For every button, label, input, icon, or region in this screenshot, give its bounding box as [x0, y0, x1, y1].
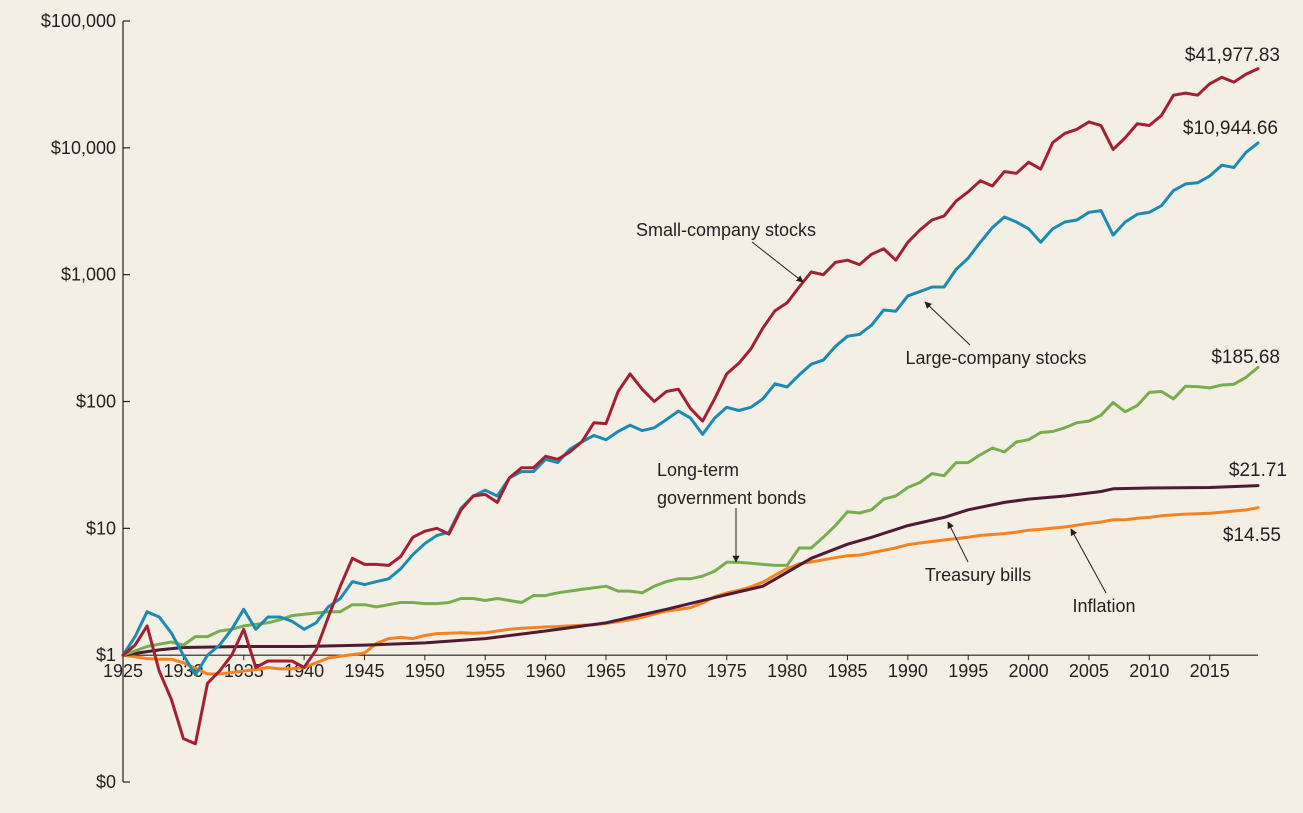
- y-tick-label: $100,000: [41, 11, 116, 31]
- y-tick-label: $1,000: [61, 265, 116, 285]
- leader-arrow-small: [751, 241, 804, 283]
- series-line-small: [121, 67, 1260, 746]
- x-tick-label: 1940: [284, 661, 324, 681]
- x-tick-label: 1970: [646, 661, 686, 681]
- end-value-label-bonds: $185.68: [1211, 347, 1280, 368]
- end-value-label-inflation: $14.55: [1223, 525, 1281, 546]
- series-line-large: [121, 141, 1260, 677]
- y-tick-label: $100: [76, 392, 116, 412]
- x-tick-label: 1980: [767, 661, 807, 681]
- label-layer: Small-company stocks $41,977.83 Large-comp…: [636, 45, 1287, 616]
- series-name-label-large: Large-company stocks: [905, 348, 1086, 368]
- series-layer: [121, 67, 1260, 746]
- x-tick-label: 2015: [1190, 661, 1230, 681]
- y-tick-label: $10,000: [51, 138, 116, 158]
- x-tick-label: 1975: [707, 661, 747, 681]
- x-tick-label: 1960: [526, 661, 566, 681]
- series-name-label-bonds: government bonds: [657, 488, 806, 508]
- leader-arrow-inflation: [1070, 528, 1107, 594]
- leader-arrow-tbills: [947, 521, 969, 563]
- end-value-label-small: $41,977.83: [1185, 45, 1280, 66]
- series-name-label-small: Small-company stocks: [636, 220, 816, 240]
- series-name-label-inflation: Inflation: [1072, 596, 1135, 616]
- x-tick-label: 2005: [1069, 661, 1109, 681]
- x-tick-label: 1995: [948, 661, 988, 681]
- series-line-bonds: [121, 365, 1260, 657]
- x-tick-label: 2000: [1009, 661, 1049, 681]
- x-tick-label: 2010: [1129, 661, 1169, 681]
- x-tick-label: 1945: [344, 661, 384, 681]
- series-line-inflation: [121, 506, 1260, 676]
- y-tick-label: $0: [96, 772, 116, 792]
- series-name-label-tbills: Treasury bills: [925, 565, 1031, 585]
- annotation-layer: [732, 241, 1107, 594]
- y-tick-label: $1: [96, 645, 116, 665]
- x-tick-label: 1925: [103, 661, 143, 681]
- x-tick-label: 1985: [827, 661, 867, 681]
- end-value-label-tbills: $21.71: [1229, 460, 1287, 481]
- x-tick-label: 1965: [586, 661, 626, 681]
- y-tick-label: $10: [86, 518, 116, 538]
- x-tick-label: 1955: [465, 661, 505, 681]
- x-tick-label: 1950: [405, 661, 445, 681]
- series-line-tbills: [121, 484, 1260, 657]
- leader-arrow-large: [924, 301, 971, 346]
- x-tick-label: 1990: [888, 661, 928, 681]
- series-name-label-bonds: Long-term: [657, 460, 739, 480]
- end-value-label-large: $10,944.66: [1183, 118, 1278, 139]
